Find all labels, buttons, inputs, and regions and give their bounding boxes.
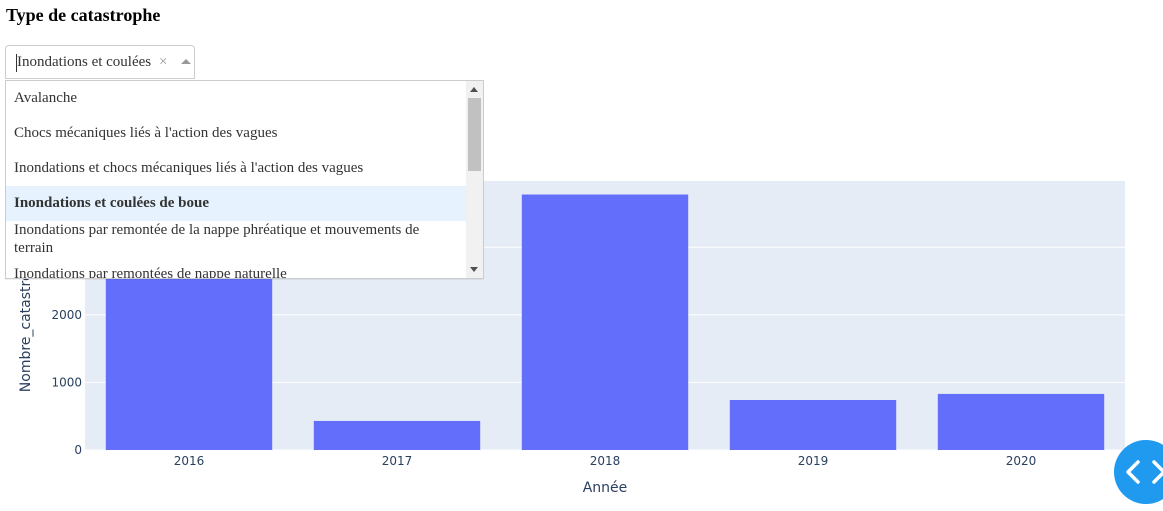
chevron-up-icon[interactable] [181, 59, 191, 64]
x-tick-label: 2016 [174, 454, 205, 468]
x-axis-title: Année [583, 480, 628, 496]
code-icon [1126, 460, 1163, 484]
bar-2017[interactable] [313, 420, 481, 450]
x-tick-label: 2020 [1006, 454, 1037, 468]
disaster-type-select[interactable]: Inondations et coulées × [5, 45, 195, 79]
bar-2018[interactable] [521, 194, 689, 450]
scroll-up-icon[interactable] [470, 87, 478, 92]
selected-value: Inondations et coulées [17, 54, 152, 70]
bar-2020[interactable] [937, 393, 1105, 450]
scrollbar-thumb[interactable] [468, 98, 481, 171]
menu-scrollbar[interactable] [466, 81, 483, 278]
y-tick-label: 2000 [51, 308, 82, 322]
option-nappe-phreatique[interactable]: Inondations par remontée de la nappe phr… [14, 222, 420, 256]
option-inondations-chocs[interactable]: Inondations et chocs mécaniques liés à l… [14, 160, 364, 176]
x-tick-label: 2019 [798, 454, 829, 468]
clear-icon[interactable]: × [159, 54, 168, 70]
dropdown-menu: Avalanche Chocs mécaniques liés à l'acti… [5, 80, 484, 279]
option-chocs-mecaniques[interactable]: Chocs mécaniques liés à l'action des vag… [14, 125, 278, 141]
option-avalanche[interactable]: Avalanche [14, 90, 78, 106]
bar-2019[interactable] [729, 399, 897, 450]
filter-title: Type de catastrophe [6, 5, 161, 25]
option-remontees-nappe[interactable]: Inondations par remontées de nappe natur… [14, 266, 287, 279]
text-cursor [16, 54, 17, 72]
x-tick-label: 2018 [590, 454, 621, 468]
y-tick-label: 0 [74, 443, 82, 457]
y-tick-label: 1000 [51, 375, 82, 389]
option-inondations-coulees-selected[interactable]: Inondations et coulées de boue [6, 186, 467, 221]
code-toggle-button[interactable] [1114, 440, 1163, 504]
x-tick-label: 2017 [382, 454, 413, 468]
scroll-down-icon[interactable] [470, 267, 478, 272]
